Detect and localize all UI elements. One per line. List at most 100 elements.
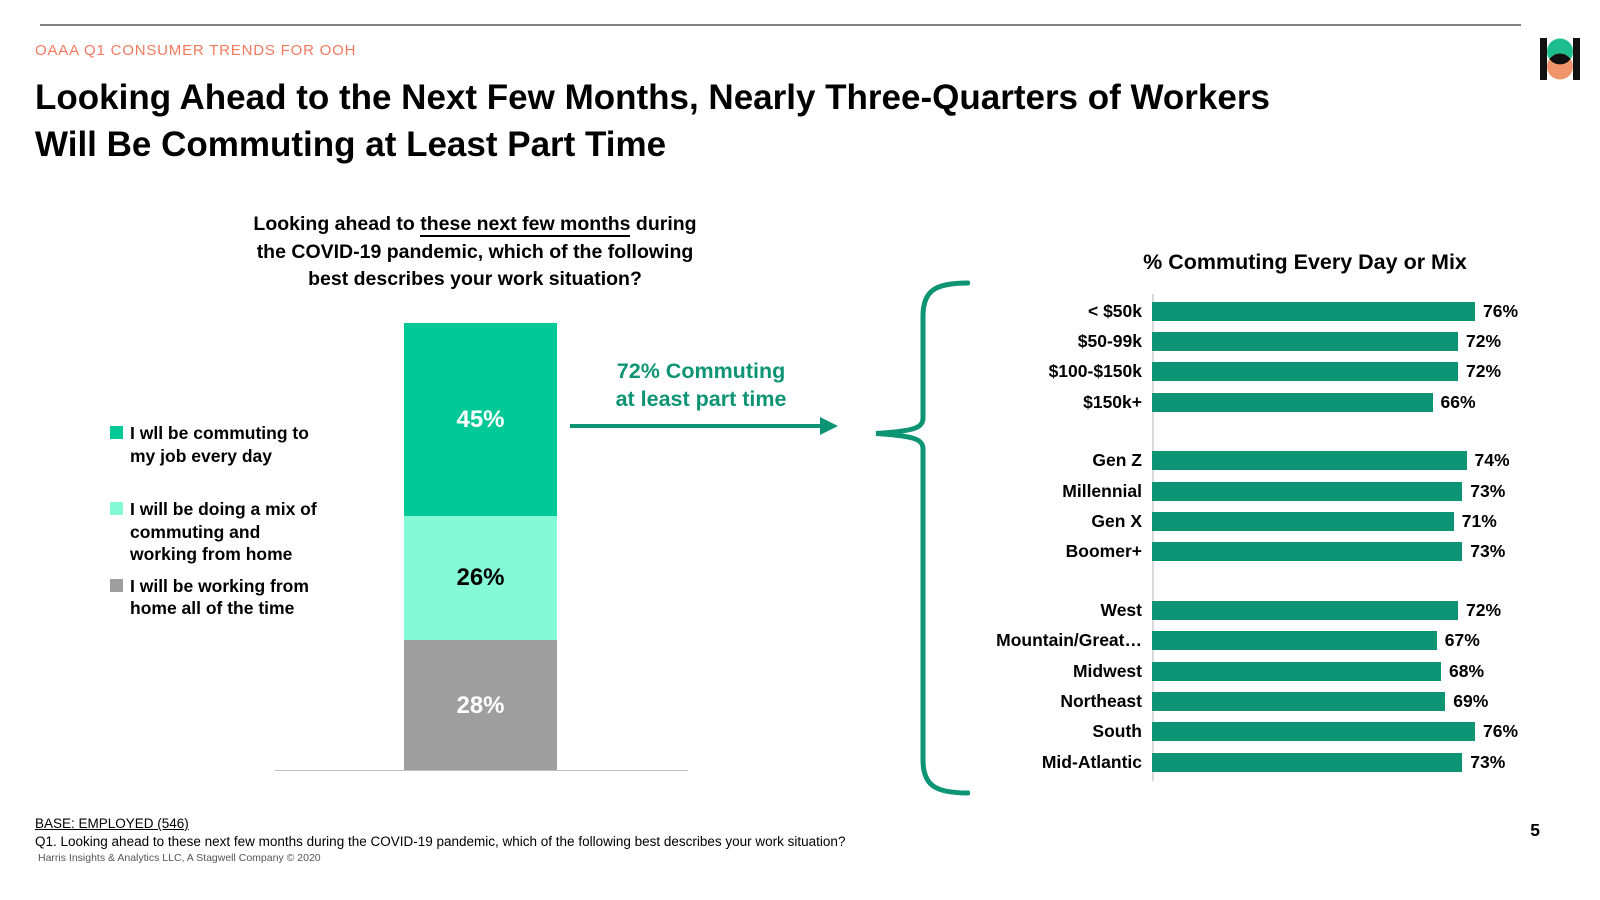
top-divider (40, 24, 1521, 26)
value-label: 72% (1466, 331, 1502, 352)
question-line2: the COVID-19 pandemic, which of the foll… (256, 240, 694, 263)
stacked-segment: 26% (404, 516, 557, 641)
segment-value-label: 26% (456, 564, 505, 592)
legend-swatch-icon (110, 426, 123, 439)
value-label: 76% (1483, 721, 1519, 742)
legend-item-label: I will be working from home all of the t… (130, 575, 309, 619)
bar-row: Gen Z 74% (985, 446, 1575, 476)
category-label: $150k+ (1083, 391, 1142, 412)
bar-row: $100-$150k 72% (985, 357, 1575, 387)
bar-row: Mid-Atlantic 73% (985, 747, 1575, 777)
bar (1152, 722, 1475, 742)
page-title: Looking Ahead to the Next Few Months, Ne… (35, 74, 1495, 168)
arrow-line (570, 424, 822, 428)
category-label: Gen Z (1092, 450, 1142, 471)
category-label: Midwest (1072, 660, 1142, 681)
legend-item: I wll be commuting to my job every day (110, 422, 370, 467)
legend: I wll be commuting to my job every day I … (110, 422, 370, 629)
value-label: 72% (1466, 361, 1502, 382)
bar (1152, 362, 1458, 382)
question-line1-pre: Looking ahead to (253, 213, 421, 235)
bar-row: Millennial 73% (985, 476, 1575, 506)
harris-poll-logo-icon (1540, 38, 1580, 80)
annotation-line2: at least part time (615, 387, 787, 411)
bar-row: Midwest 68% (985, 656, 1575, 686)
bar-group-generation: Gen Z 74% Millennial 73% Gen X 71% Boomer+ 73% (985, 446, 1575, 568)
segment-value-label: 28% (456, 691, 505, 719)
legend-item-label: I wll be commuting to my job every day (130, 423, 309, 466)
category-label: $50-99k (1077, 331, 1142, 352)
bar (1152, 332, 1458, 352)
question-line1-underlined: these next few months (420, 213, 631, 237)
bar-row: Gen X 71% (985, 506, 1575, 536)
value-label: 73% (1470, 480, 1506, 501)
bar (1152, 542, 1463, 562)
question-line1-post: during (630, 213, 697, 235)
bar-group-income: < $50k 76% $50-99k 72% $100-$150k 72% $150k+ 66… (985, 296, 1575, 418)
bar-row: South 76% (985, 717, 1575, 747)
curly-brace-icon (875, 280, 970, 796)
footer-question-label: Q1. Looking ahead to these next few mont… (35, 834, 846, 849)
value-axis-line (1152, 294, 1154, 781)
bar (1152, 481, 1463, 501)
value-label: 74% (1474, 450, 1510, 471)
grouped-bar-chart: < $50k 76% $50-99k 72% $100-$150k 72% $150k+ 66… (985, 296, 1575, 777)
value-label: 76% (1483, 300, 1519, 321)
bar-group-region: West 72% Mountain/Great… 67% Midwest 68% North… (985, 595, 1575, 777)
bar-row: $50-99k 72% (985, 326, 1575, 356)
value-label: 73% (1470, 751, 1506, 772)
category-label: Millennial (1062, 480, 1142, 501)
legend-swatch-icon (110, 502, 123, 515)
category-label: Northeast (1060, 690, 1142, 711)
page-title-line2: Will Be Commuting at Least Part Time (35, 125, 667, 164)
value-label: 73% (1470, 541, 1506, 562)
bar-row: West 72% (985, 595, 1575, 625)
bar-row: Boomer+ 73% (985, 537, 1575, 567)
bar-row: < $50k 76% (985, 296, 1575, 326)
category-axis-line (275, 770, 688, 771)
segment-value-label: 45% (456, 405, 505, 433)
legend-swatch-icon (110, 578, 123, 592)
legend-item: I will be working from home all of the t… (110, 575, 370, 620)
annotation-text: 72% Commuting at least part time (566, 357, 836, 413)
eyebrow-label: OAAA Q1 CONSUMER TRENDS FOR OOH (35, 42, 357, 59)
arrow-head-icon (820, 417, 838, 435)
value-label: 71% (1461, 511, 1497, 532)
bar (1152, 512, 1454, 532)
bar (1152, 631, 1437, 651)
page-title-line1: Looking Ahead to the Next Few Months, Ne… (35, 78, 1270, 117)
category-label: Boomer+ (1065, 541, 1142, 562)
value-label: 68% (1449, 660, 1485, 681)
bar (1152, 691, 1446, 711)
legend-item: I will be doing a mix of commuting and w… (110, 498, 370, 566)
value-label: 66% (1440, 391, 1476, 412)
bar-row: $150k+ 66% (985, 387, 1575, 417)
footer-base-label: BASE: EMPLOYED (546) (35, 816, 189, 831)
bar-row: Northeast 69% (985, 686, 1575, 716)
question-line3: best describes your work situation? (308, 268, 642, 290)
value-label: 67% (1444, 630, 1480, 651)
grouped-bar-chart-title: % Commuting Every Day or Mix (1143, 250, 1467, 274)
question-line1: Looking ahead to these next few months d… (190, 211, 760, 239)
bar (1152, 301, 1475, 321)
bar (1152, 600, 1458, 620)
value-label: 69% (1453, 690, 1489, 711)
bar (1152, 451, 1467, 471)
bar (1152, 752, 1463, 772)
bar (1152, 661, 1441, 681)
category-label: Gen X (1091, 511, 1142, 532)
category-label: < $50k (1087, 300, 1142, 321)
value-label: 72% (1466, 599, 1502, 620)
annotation-line1: 72% Commuting (616, 359, 786, 383)
stacked-segment: 45% (404, 323, 557, 517)
stacked-segment: 28% (404, 640, 557, 771)
page-number: 5 (1530, 820, 1540, 840)
legend-item-label: I will be doing a mix of commuting and w… (130, 499, 317, 564)
category-label: Mountain/Great… (996, 630, 1142, 651)
category-label: Mid-Atlantic (1041, 751, 1142, 772)
chart-question-text: Looking ahead to these next few months d… (190, 211, 760, 294)
category-label: South (1092, 721, 1142, 742)
stacked-bar: 45% 26% 28% (404, 323, 557, 771)
bar-row: Mountain/Great… 67% (985, 626, 1575, 656)
